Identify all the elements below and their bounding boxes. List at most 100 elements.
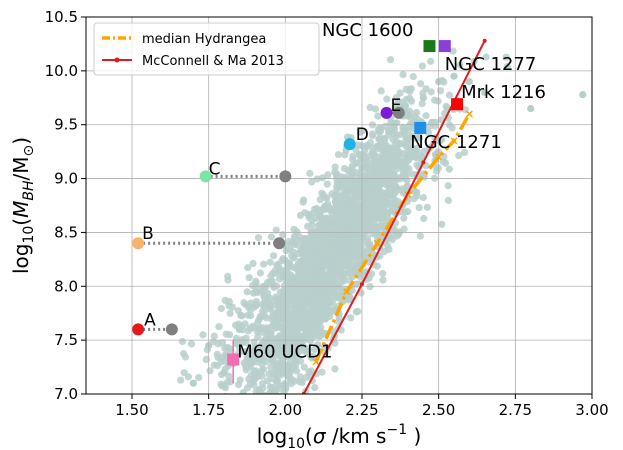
- cloud-point: [418, 62, 426, 70]
- cloud-point: [297, 323, 305, 331]
- cloud-point: [325, 309, 333, 317]
- cloud-point: [348, 164, 356, 172]
- x-tick-label: 2.50: [422, 401, 455, 419]
- cloud-point: [263, 324, 271, 332]
- cloud-point: [378, 211, 386, 219]
- cloud-point: [359, 127, 367, 135]
- axis-label-part: /M: [9, 157, 33, 181]
- cloud-point: [359, 193, 367, 201]
- cloud-point: [262, 358, 270, 366]
- cloud-point: [187, 340, 196, 348]
- cloud-point: [579, 91, 587, 99]
- cloud-point: [321, 302, 329, 310]
- cloud-point: [413, 115, 422, 123]
- cloud-point: [319, 191, 327, 199]
- cloud-point: [210, 332, 218, 340]
- cloud-point: [419, 94, 427, 102]
- cloud-point: [254, 353, 262, 361]
- cloud-point: [239, 388, 247, 394]
- cloud-point: [365, 240, 373, 248]
- cloud-point: [296, 357, 305, 365]
- cloud-point: [360, 199, 368, 207]
- cloud-point: [221, 296, 229, 304]
- cloud-point: [444, 196, 452, 205]
- cloud-point: [247, 299, 255, 307]
- cloud-point: [178, 337, 186, 346]
- cloud-point: [287, 393, 291, 394]
- cloud-point: [244, 264, 252, 272]
- cloud-point: [455, 151, 463, 160]
- cloud-point: [245, 274, 253, 282]
- cloud-point: [324, 284, 332, 293]
- cloud-point: [284, 370, 292, 378]
- cloud-point: [312, 214, 320, 223]
- cloud-point: [299, 347, 307, 355]
- cloud-point: [260, 260, 268, 268]
- label-b: B: [142, 224, 154, 244]
- cloud-point: [311, 328, 319, 336]
- cloud-point: [329, 266, 337, 274]
- cloud-point: [220, 368, 228, 377]
- cloud-point: [270, 252, 278, 260]
- cloud-point: [235, 325, 243, 333]
- cloud-point: [224, 276, 232, 284]
- label-ngc-1271: NGC 1271: [410, 132, 502, 153]
- cloud-point: [238, 336, 246, 344]
- cloud-point: [424, 129, 433, 137]
- cloud-point: [222, 330, 230, 338]
- cloud-point: [312, 250, 320, 258]
- cloud-point: [311, 205, 319, 213]
- cloud-point: [307, 237, 315, 245]
- cloud-point: [367, 175, 375, 184]
- cloud-point: [359, 248, 368, 256]
- cloud-point: [350, 217, 359, 225]
- cloud-point: [346, 234, 354, 242]
- cloud-point: [502, 53, 510, 61]
- cloud-point: [215, 323, 223, 331]
- cloud-point: [348, 269, 356, 277]
- cloud-point: [334, 291, 343, 299]
- cloud-point: [303, 261, 311, 269]
- legend: median Hydrangea McConnell & Ma 2013: [93, 22, 320, 76]
- cloud-point: [319, 275, 327, 283]
- plot-frame: [85, 16, 593, 395]
- cloud-point: [383, 95, 391, 103]
- cloud-point: [482, 53, 490, 61]
- cloud-point: [399, 71, 407, 79]
- cloud-point: [266, 304, 274, 312]
- cloud-point: [299, 239, 307, 247]
- cloud-point: [272, 335, 280, 343]
- cloud-point: [378, 203, 386, 211]
- axis-label-part: σ: [313, 424, 327, 448]
- cloud-point: [383, 165, 392, 173]
- cloud-point: [337, 268, 345, 276]
- cloud-point: [247, 311, 255, 320]
- series-point-mcconnell-ma: [421, 160, 426, 165]
- cloud-point: [303, 308, 311, 316]
- cloud-point: [393, 232, 401, 240]
- cloud-point: [378, 224, 386, 232]
- legend-box: [93, 22, 320, 76]
- cloud-point: [390, 225, 398, 233]
- object-markers: [132, 40, 464, 384]
- series-point-median-hydrangea: [450, 137, 458, 145]
- cloud-point: [290, 225, 298, 233]
- marker-c: [199, 170, 212, 183]
- cloud-point: [389, 135, 397, 144]
- cloud-point: [402, 165, 410, 173]
- grey-marker: [279, 170, 292, 183]
- cloud-point: [356, 170, 364, 178]
- cloud-point: [350, 209, 359, 217]
- series-point-mcconnell-ma: [360, 282, 364, 287]
- cloud-point: [438, 220, 446, 228]
- cloud-point: [388, 152, 396, 160]
- cloud-point: [407, 134, 415, 142]
- cloud-point: [465, 78, 473, 86]
- x-axis-label: log10(σ /km s−1 ): [257, 422, 422, 450]
- cloud-point: [296, 337, 304, 345]
- label-a: A: [144, 310, 156, 330]
- cloud-point: [272, 386, 280, 394]
- cloud-point: [379, 269, 387, 278]
- cloud-point: [416, 232, 424, 240]
- cloud-point: [206, 367, 214, 375]
